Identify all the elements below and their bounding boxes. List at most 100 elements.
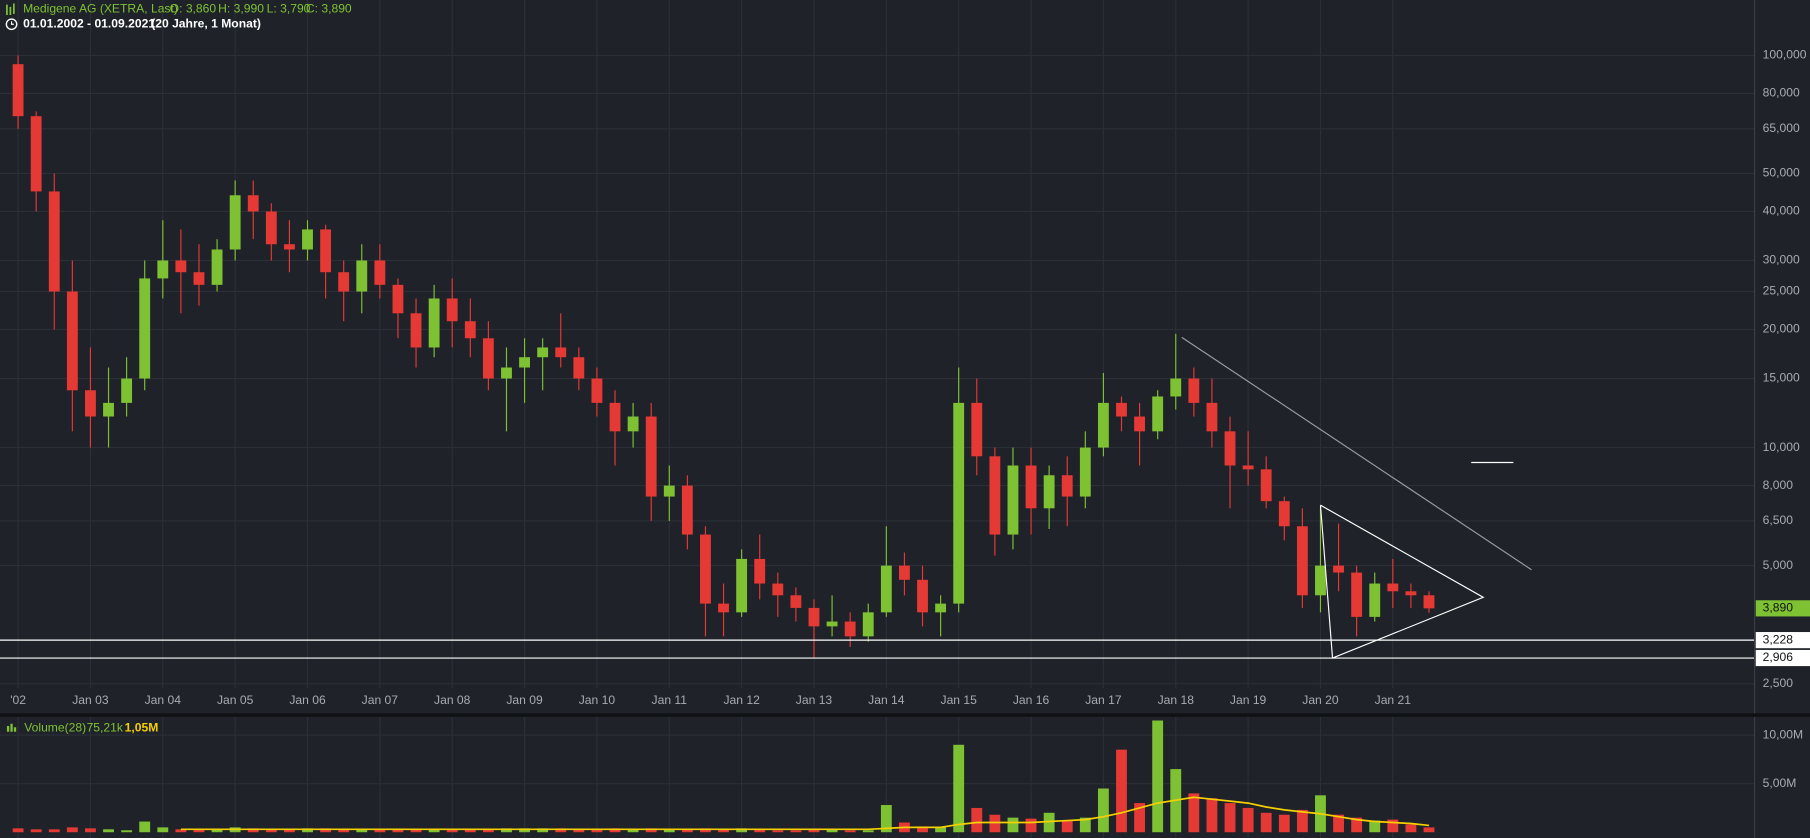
x-tick-label: Jan 17 — [1085, 693, 1122, 707]
volume-bar — [66, 827, 78, 833]
candle-body — [681, 485, 693, 535]
plot: 3,228 2,906 3,890 — [0, 55, 1810, 833]
candle-body — [464, 321, 476, 339]
candle-body — [1043, 475, 1055, 509]
x-tick-label: '02 — [10, 693, 26, 707]
volume-bar — [700, 828, 711, 833]
volume-bar — [12, 828, 24, 833]
candle-body — [826, 621, 838, 627]
candle-body — [1152, 396, 1164, 432]
price-label-box — [1755, 649, 1810, 667]
volume-bar — [917, 826, 928, 833]
candle-body — [700, 534, 711, 604]
volume-bar — [320, 828, 332, 833]
panel-separator — [0, 713, 1810, 717]
quote: C: 3,890 — [306, 1, 352, 15]
candle-body — [193, 272, 205, 285]
candle-body — [935, 603, 947, 613]
x-tick-label: Jan 04 — [145, 693, 182, 707]
candle-body — [265, 211, 277, 245]
volume-bar — [844, 830, 856, 833]
candle-body — [772, 583, 784, 596]
chart-icon — [6, 3, 15, 16]
y-tick-label: 30,000 — [1763, 253, 1800, 267]
quote: H: 3,990 — [218, 1, 264, 15]
candle-body — [808, 607, 820, 627]
candle-body — [1206, 402, 1218, 432]
candle-body — [591, 378, 603, 403]
candle-body — [229, 195, 241, 250]
last-price-label: 3,890 — [1763, 601, 1794, 615]
candle-body — [283, 244, 295, 250]
volume-bar — [338, 829, 350, 833]
candle-body — [1405, 591, 1417, 596]
volume-bar — [1333, 814, 1344, 833]
volume-bar — [627, 829, 639, 833]
x-tick-label: Jan 11 — [652, 693, 688, 707]
y-tick-label: 20,000 — [1763, 322, 1800, 336]
volume-bar — [103, 829, 114, 833]
x-tick-label: Jan 06 — [289, 693, 326, 707]
x-tick-label: Jan 12 — [723, 693, 760, 707]
x-tick-label: Jan 07 — [362, 693, 399, 707]
candle-body — [1260, 469, 1272, 502]
volume-bar — [48, 829, 60, 833]
volume-bar — [609, 828, 621, 833]
trend-line — [1319, 504, 1485, 659]
volume-bar — [663, 829, 675, 833]
candle-body — [30, 116, 42, 192]
candle-body — [862, 612, 874, 637]
volume-bar — [302, 828, 313, 833]
volume-bar — [953, 744, 965, 833]
candle-body — [1170, 378, 1182, 397]
volume-bar — [772, 830, 784, 833]
volume-bar — [1278, 814, 1290, 833]
price-label-box — [1755, 632, 1810, 649]
y-tick-label: 10,000 — [1763, 440, 1800, 454]
candle-body — [844, 621, 856, 637]
x-tick-label: Jan 16 — [1013, 693, 1050, 707]
candle-body — [1224, 431, 1236, 466]
volume-bar — [193, 829, 205, 833]
candle-body — [1188, 378, 1200, 403]
candle-body — [392, 284, 404, 314]
price-label: 3,228 — [1763, 632, 1794, 646]
candle-body — [899, 565, 910, 580]
candle-body — [1097, 402, 1109, 448]
y-tick-label: 2,500 — [1763, 676, 1794, 690]
volume-bar — [935, 827, 947, 833]
volume-bar — [374, 829, 386, 833]
candle-body — [175, 260, 187, 273]
volume-bar — [1351, 817, 1363, 833]
volume-bar — [971, 807, 983, 833]
last-price-box — [1755, 600, 1810, 617]
volume-bar — [175, 829, 187, 833]
candle-body — [1296, 526, 1308, 596]
y-tick-label: 8,000 — [1763, 478, 1794, 492]
candle-body — [917, 579, 928, 613]
volume-bar — [537, 828, 549, 833]
volume-title: Volume(28) — [24, 721, 86, 735]
date-span: (20 Jahre, 1 Monat) — [151, 16, 261, 30]
candle-body — [573, 357, 585, 379]
candle-body — [1061, 475, 1073, 497]
volume-bar — [30, 829, 42, 833]
candle-body — [12, 64, 24, 117]
volume-bar — [1242, 807, 1254, 833]
candle-body — [247, 195, 259, 212]
candle-body — [1315, 565, 1326, 596]
candle-body — [48, 191, 60, 292]
volume-bar — [573, 829, 585, 833]
y-tick-label: 80,000 — [1763, 86, 1800, 100]
candle-body — [1387, 583, 1399, 592]
volume-bar — [1224, 803, 1236, 833]
candle-body — [374, 260, 386, 285]
volume-bar — [211, 829, 223, 833]
volume-bar — [482, 829, 494, 833]
candle-body — [1351, 572, 1363, 617]
volume-icon — [6, 723, 17, 732]
volume-bar — [555, 828, 567, 833]
volume-bar — [1260, 812, 1272, 833]
